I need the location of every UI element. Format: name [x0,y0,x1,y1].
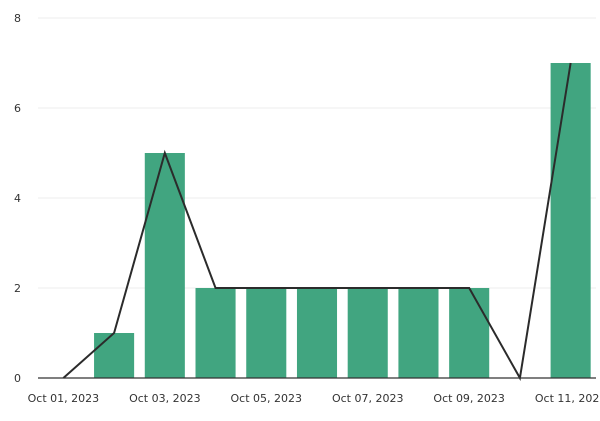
x-tick-label: Oct 05, 2023 [231,392,303,405]
bar-series [94,63,591,378]
y-tick-label: 6 [14,102,21,115]
y-tick-label: 0 [14,372,21,385]
bar-oct-06-2023 [296,288,338,378]
x-tick-label: Oct 01, 2023 [28,392,100,405]
line-series [62,62,572,381]
y-tick-label: 8 [14,12,21,25]
y-tick-label: 4 [14,192,21,205]
bar-oct-05-2023 [246,288,287,378]
x-tick-label: Oct 07, 2023 [332,392,404,405]
bar-oct-02-2023 [94,333,135,378]
x-tick-label: Oct 11, 2023 [535,392,600,405]
x-tick-label: Oct 09, 2023 [433,392,505,405]
bar-oct-03-2023 [144,153,185,378]
bar-oct-11-2023 [550,63,591,378]
x-axis-ticks: Oct 01, 2023 Oct 03, 2023 Oct 05, 2023 Oct … [28,392,600,405]
y-axis-ticks: 0 2 4 6 8 [14,12,21,385]
bar-oct-09-2023 [449,288,490,378]
y-tick-label: 2 [14,282,21,295]
bar-oct-08-2023 [398,288,439,378]
grid-lines [38,17,596,289]
x-tick-label: Oct 03, 2023 [129,392,201,405]
line-path [62,62,572,381]
bar-oct-07-2023 [347,288,388,378]
bar-oct-04-2023 [195,288,236,378]
